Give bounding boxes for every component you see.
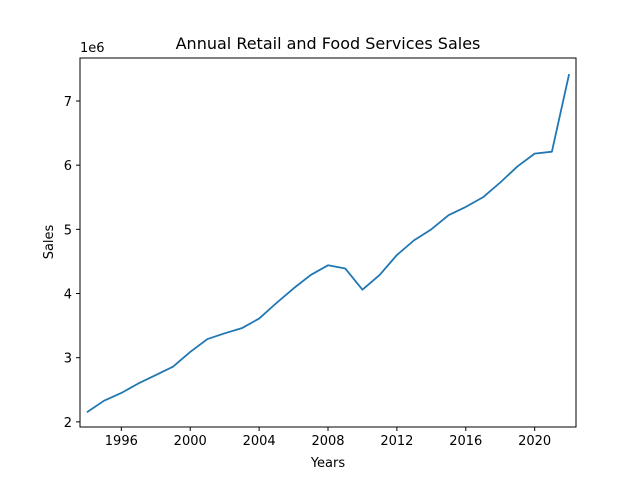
series-line bbox=[86, 73, 570, 413]
x-tick-label: 2008 bbox=[311, 434, 344, 449]
y-tick-label: 6 bbox=[64, 159, 72, 174]
x-tick-label: 2012 bbox=[380, 434, 413, 449]
x-tick-label: 2016 bbox=[449, 434, 482, 449]
x-axis-ticks: 1996 2000 2004 2008 2012 2016 2020 bbox=[105, 427, 551, 449]
chart-title: Annual Retail and Food Services Sales bbox=[176, 34, 481, 53]
x-tick-label: 2000 bbox=[174, 434, 207, 449]
y-tick-label: 2 bbox=[64, 416, 72, 431]
y-tick-label: 7 bbox=[64, 95, 72, 110]
y-tick-label: 5 bbox=[64, 223, 72, 238]
x-axis-title: Years bbox=[310, 456, 346, 471]
y-axis-ticks: 2 3 4 5 6 7 bbox=[64, 95, 80, 431]
y-tick-label: 3 bbox=[64, 352, 72, 367]
x-tick-label: 2020 bbox=[518, 434, 551, 449]
plot-frame bbox=[79, 57, 577, 428]
y-tick-label: 4 bbox=[64, 288, 72, 303]
y-axis-title: Sales bbox=[42, 224, 57, 259]
y-offset-label: 1e6 bbox=[80, 41, 105, 56]
x-tick-label: 2004 bbox=[243, 434, 276, 449]
series-line-group bbox=[86, 73, 570, 413]
x-tick-label: 1996 bbox=[105, 434, 138, 449]
